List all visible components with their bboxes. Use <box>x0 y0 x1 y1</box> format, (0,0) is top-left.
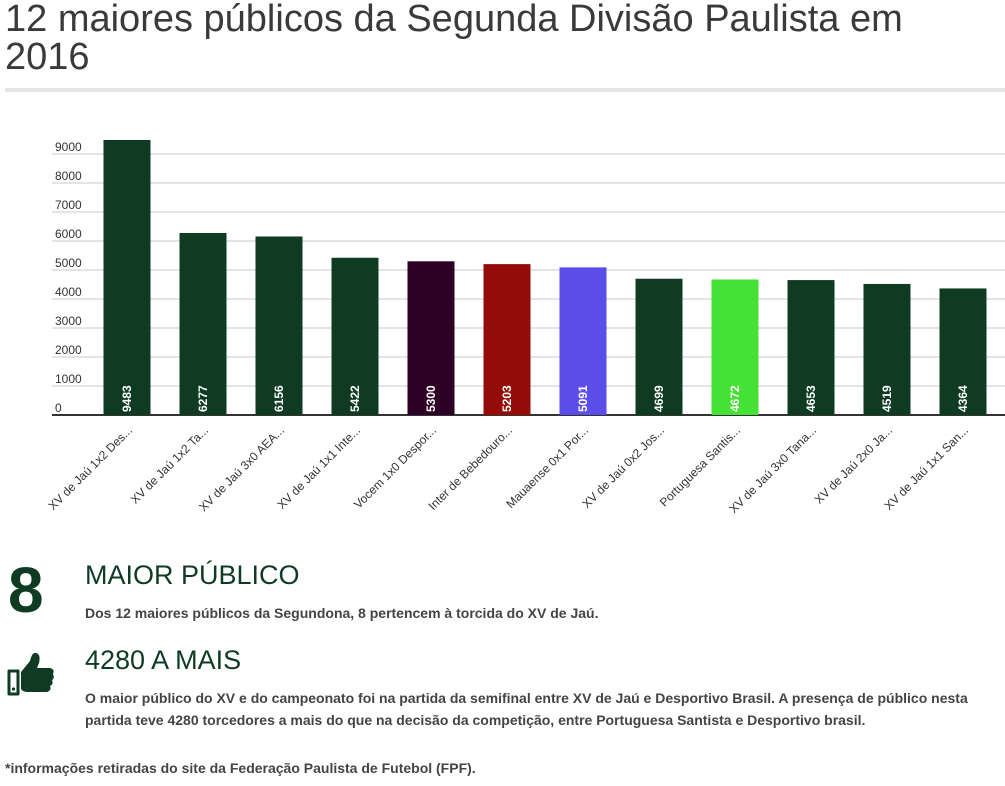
bar <box>255 236 303 415</box>
stat-number: 8 <box>8 554 44 626</box>
thumbs-up-icon <box>7 652 54 696</box>
bar <box>179 232 227 415</box>
y-tick-label: 8000 <box>55 169 82 183</box>
y-tick-label: 4000 <box>55 285 82 299</box>
bar-value-label: 4699 <box>652 385 666 412</box>
x-tick-label: Mauaense 0x1 Por... <box>503 423 591 511</box>
stat-heading-4280: 4280 A MAIS <box>85 645 242 675</box>
chart-bars <box>103 140 987 415</box>
bar-value-label: 5203 <box>500 385 514 412</box>
bar <box>407 261 455 415</box>
bar <box>331 257 379 415</box>
bar-value-label: 5091 <box>576 385 590 412</box>
x-tick-label: XV de Jaú 1x1 San... <box>881 423 971 513</box>
bar <box>103 140 151 415</box>
bar-value-label: 4653 <box>804 385 818 412</box>
page-title: 12 maiores públicos da Segunda Divisão P… <box>5 0 903 78</box>
y-tick-label: 7000 <box>55 198 82 212</box>
y-tick-label: 9000 <box>55 140 82 154</box>
y-tick-label: 1000 <box>55 372 82 386</box>
x-tick-label: XV de Jaú 3x0 AEA... <box>196 423 287 514</box>
bar-value-label: 4364 <box>956 385 970 412</box>
x-tick-label: XV de Jaú 1x2 Ta... <box>128 423 211 506</box>
stat-description-maior-publico: Dos 12 maiores públicos da Segundona, 8 … <box>85 605 599 621</box>
bar-value-label: 6277 <box>196 385 210 412</box>
y-tick-label: 3000 <box>55 314 82 328</box>
x-tick-label: Portuguesa Santis... <box>657 423 743 509</box>
bar-value-label: 4672 <box>728 385 742 412</box>
bar <box>787 280 835 415</box>
x-tick-label: XV de Jaú 1x1 Inte... <box>274 423 363 512</box>
bar <box>559 267 607 415</box>
bar-value-label: 5422 <box>348 385 362 412</box>
bar <box>711 279 759 415</box>
y-tick-label: 6000 <box>55 227 82 241</box>
x-axis-labels: XV de Jaú 1x2 Des...XV de Jaú 1x2 Ta...X… <box>46 423 972 516</box>
bar-chart: 0 1000 2000 3000 4000 5000 6000 7000 8000 9000 94… <box>46 140 1005 516</box>
bar-value-label: 4519 <box>880 385 894 412</box>
x-tick-label: XV de Jaú 2x0 Ja... <box>812 423 895 506</box>
bar-value-labels: 9483 6277 6156 5422 5300 5203 5091 4699 4672 4653… <box>120 385 970 412</box>
bar <box>863 283 911 415</box>
bar <box>635 278 683 415</box>
y-tick-label: 5000 <box>55 256 82 270</box>
x-tick-label: XV de Jaú 1x2 Des... <box>46 423 136 513</box>
bar-value-label: 9483 <box>120 385 134 412</box>
title-divider <box>5 88 1005 92</box>
bar-value-label: 6156 <box>272 385 286 412</box>
bar <box>939 288 987 415</box>
stat-heading-maior-publico: MAIOR PÚBLICO <box>85 560 300 590</box>
y-tick-label: 2000 <box>55 343 82 357</box>
y-axis-labels: 0 1000 2000 3000 4000 5000 6000 7000 8000 9000 <box>55 140 82 415</box>
stat-description-4280: O maior público do XV e do campeonato fo… <box>85 690 968 728</box>
x-tick-label: XV de Jaú 3x0 Tana... <box>726 423 819 516</box>
x-tick-label: Inter de Bebedouro... <box>425 423 515 513</box>
x-tick-label: XV de Jaú 0x2 Jos... <box>579 423 667 511</box>
bar <box>483 264 531 415</box>
y-tick-label: 0 <box>55 401 62 415</box>
source-footnote: *informações retiradas do site da Federa… <box>5 760 476 776</box>
bar-value-label: 5300 <box>424 385 438 412</box>
x-tick-label: Vocem 1x0 Despor... <box>351 423 439 511</box>
